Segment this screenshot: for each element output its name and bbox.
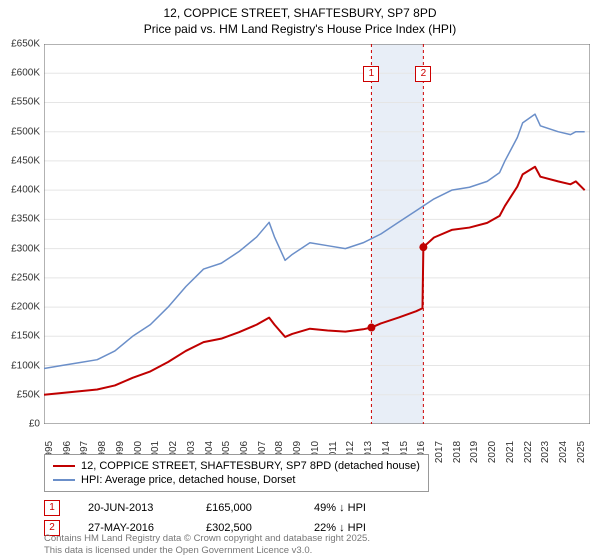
title-line-1: 12, COPPICE STREET, SHAFTESBURY, SP7 8PD — [0, 6, 600, 22]
chart-container: 12, COPPICE STREET, SHAFTESBURY, SP7 8PD… — [0, 0, 600, 560]
event-row-1: 1 20-JUN-2013 £165,000 49% ↓ HPI — [44, 498, 414, 518]
y-tick-label: £0 — [29, 419, 40, 430]
chart-title: 12, COPPICE STREET, SHAFTESBURY, SP7 8PD… — [0, 0, 600, 37]
x-tick-label: 2024 — [558, 441, 569, 463]
y-tick-label: £300K — [11, 243, 40, 254]
y-tick-label: £450K — [11, 155, 40, 166]
line-chart — [44, 44, 590, 424]
legend: 12, COPPICE STREET, SHAFTESBURY, SP7 8PD… — [44, 454, 429, 492]
legend-swatch-property — [53, 465, 75, 467]
chart-vline-marker: 2 — [415, 66, 431, 82]
y-tick-label: £600K — [11, 68, 40, 79]
event-date-1: 20-JUN-2013 — [88, 502, 178, 514]
event-date-2: 27-MAY-2016 — [88, 522, 178, 534]
y-tick-label: £650K — [11, 39, 40, 50]
x-tick-label: 2023 — [540, 441, 551, 463]
x-tick-label: 2025 — [576, 441, 587, 463]
title-line-2: Price paid vs. HM Land Registry's House … — [0, 22, 600, 38]
legend-label-property: 12, COPPICE STREET, SHAFTESBURY, SP7 8PD… — [81, 460, 420, 472]
x-tick-label: 2021 — [505, 441, 516, 463]
x-tick-label: 2018 — [452, 441, 463, 463]
legend-swatch-hpi — [53, 479, 75, 481]
legend-item-hpi: HPI: Average price, detached house, Dors… — [53, 473, 420, 487]
x-tick-label: 2022 — [523, 441, 534, 463]
footer-attribution: Contains HM Land Registry data © Crown c… — [44, 533, 370, 556]
y-tick-label: £500K — [11, 126, 40, 137]
x-tick-label: 2020 — [487, 441, 498, 463]
footer-line-1: Contains HM Land Registry data © Crown c… — [44, 533, 370, 544]
y-tick-label: £100K — [11, 360, 40, 371]
y-tick-label: £250K — [11, 272, 40, 283]
chart-vline-marker: 1 — [363, 66, 379, 82]
x-tick-label: 2019 — [469, 441, 480, 463]
event-delta-2: 22% ↓ HPI — [314, 522, 414, 534]
y-tick-label: £150K — [11, 331, 40, 342]
events-table: 1 20-JUN-2013 £165,000 49% ↓ HPI 2 27-MA… — [44, 498, 414, 538]
y-tick-label: £550K — [11, 97, 40, 108]
event-marker-1: 1 — [44, 500, 60, 516]
y-tick-label: £350K — [11, 214, 40, 225]
legend-label-hpi: HPI: Average price, detached house, Dors… — [81, 474, 295, 486]
y-tick-label: £400K — [11, 185, 40, 196]
event-price-2: £302,500 — [206, 522, 286, 534]
footer-line-2: This data is licensed under the Open Gov… — [44, 545, 370, 556]
event-delta-1: 49% ↓ HPI — [314, 502, 414, 514]
y-tick-label: £200K — [11, 302, 40, 313]
x-tick-label: 2017 — [434, 441, 445, 463]
event-price-1: £165,000 — [206, 502, 286, 514]
y-tick-label: £50K — [17, 389, 40, 400]
legend-item-property: 12, COPPICE STREET, SHAFTESBURY, SP7 8PD… — [53, 459, 420, 473]
